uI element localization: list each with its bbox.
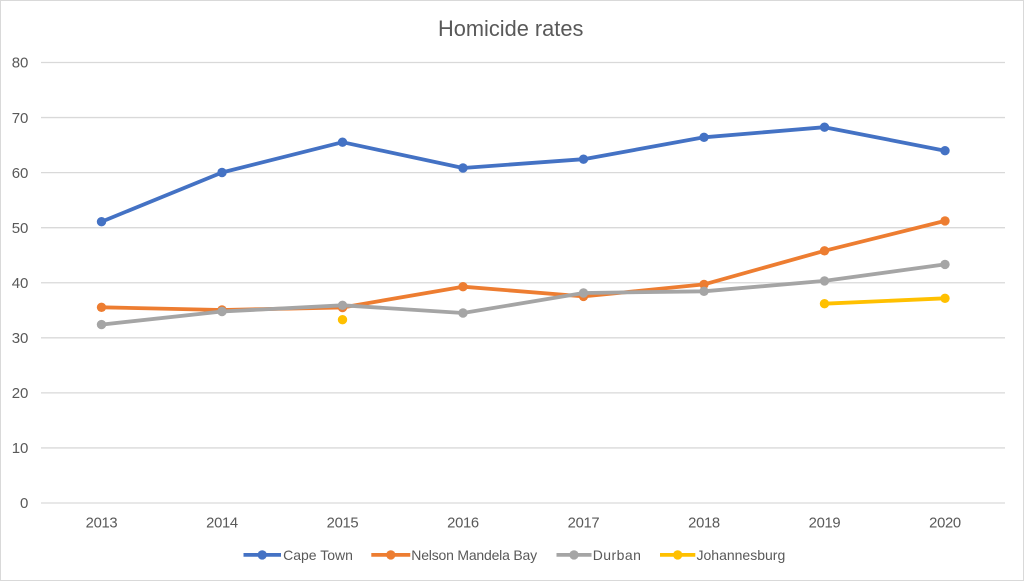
svg-text:Homicide rates: Homicide rates <box>438 16 583 41</box>
svg-text:2017: 2017 <box>568 516 600 532</box>
svg-text:30: 30 <box>12 330 29 347</box>
svg-text:2016: 2016 <box>447 516 479 532</box>
svg-text:40: 40 <box>12 275 29 292</box>
svg-text:80: 80 <box>12 55 29 72</box>
svg-text:2020: 2020 <box>929 516 961 532</box>
svg-text:2018: 2018 <box>688 516 720 532</box>
svg-text:Durban: Durban <box>593 547 642 563</box>
svg-text:20: 20 <box>12 385 29 402</box>
svg-text:60: 60 <box>12 165 29 182</box>
svg-text:50: 50 <box>12 220 29 237</box>
svg-text:Cape Town: Cape Town <box>283 547 353 563</box>
svg-text:2015: 2015 <box>327 516 359 532</box>
svg-text:Johannesburg: Johannesburg <box>697 547 786 563</box>
svg-text:70: 70 <box>12 110 29 127</box>
svg-text:2019: 2019 <box>809 516 841 532</box>
svg-text:2013: 2013 <box>86 516 118 532</box>
svg-text:Nelson Mandela Bay: Nelson Mandela Bay <box>411 547 537 563</box>
svg-text:0: 0 <box>20 495 28 512</box>
svg-text:2014: 2014 <box>206 516 238 532</box>
svg-text:10: 10 <box>12 440 29 457</box>
